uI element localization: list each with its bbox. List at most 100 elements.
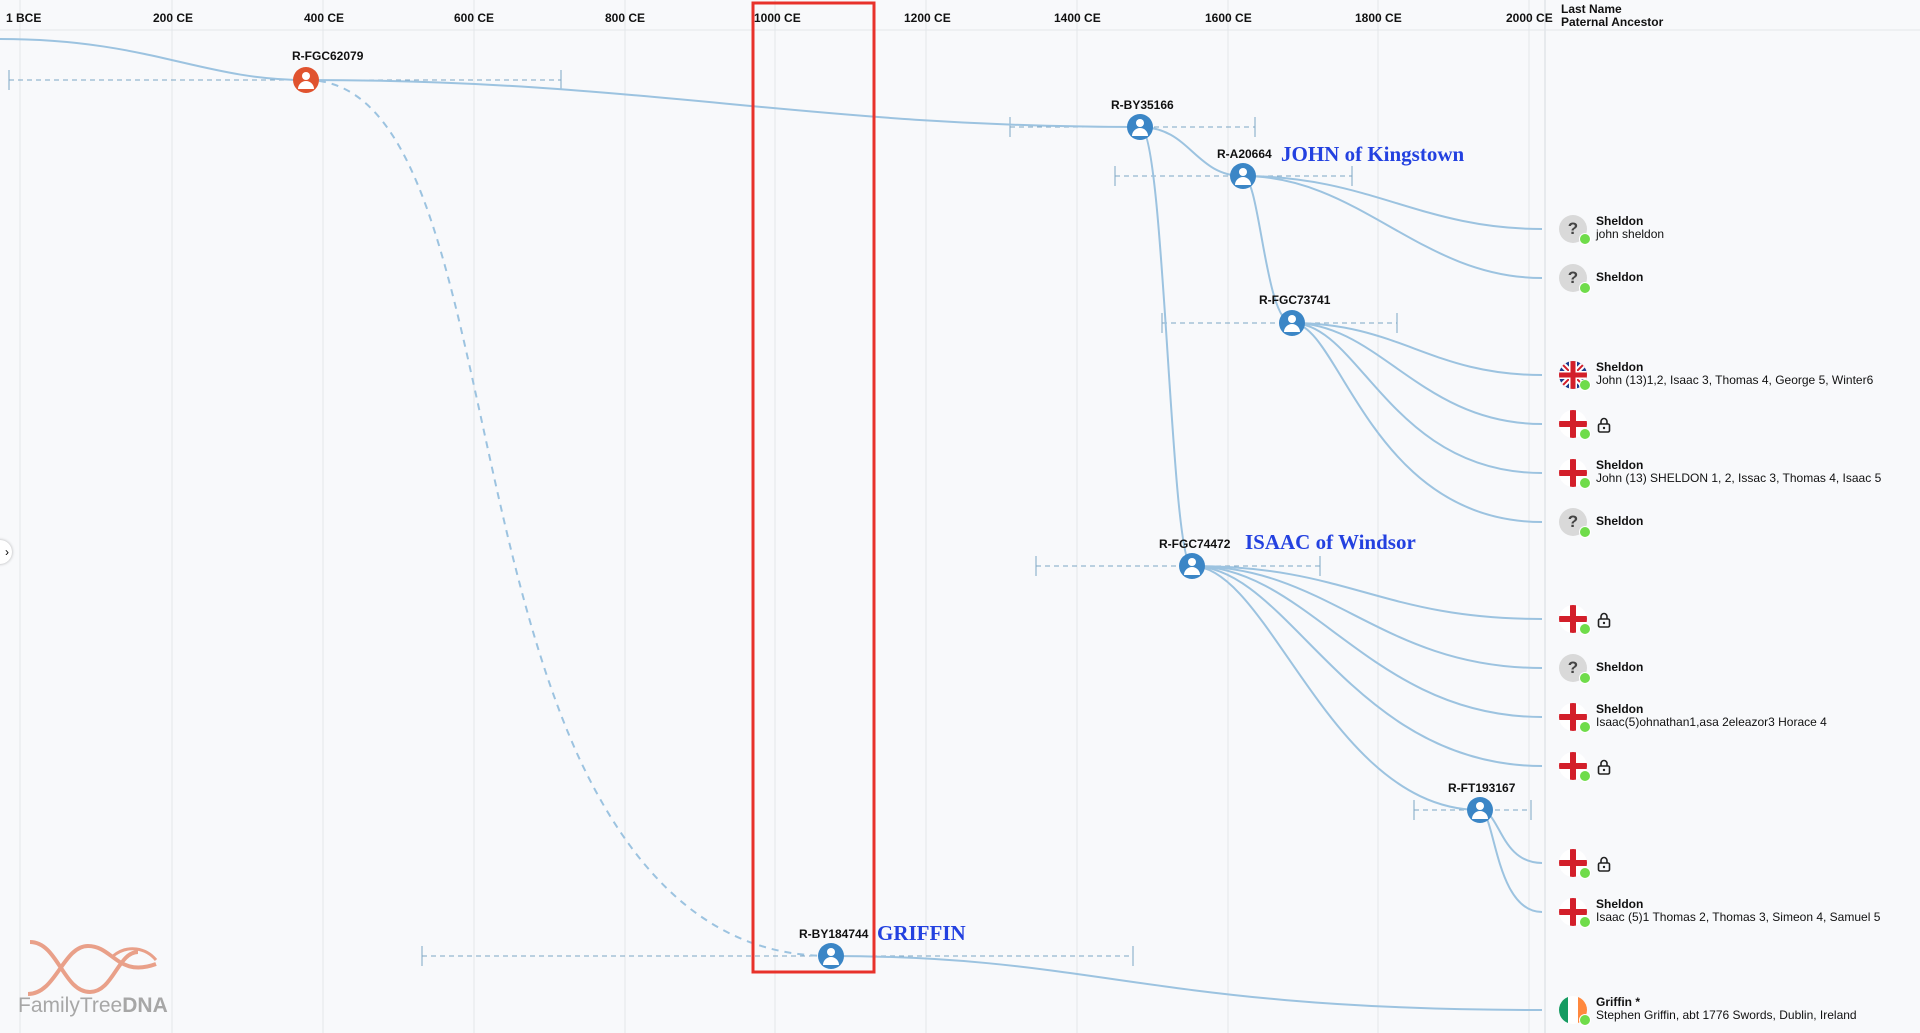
- node-R-FT193167[interactable]: R-FT193167: [1448, 781, 1516, 823]
- axis-tick: 2000 CE: [1506, 11, 1553, 25]
- axis-tick: 800 CE: [605, 11, 645, 25]
- node-R-FGC73741[interactable]: R-FGC73741: [1259, 293, 1331, 336]
- annotation-griffin: GRIFFIN: [877, 921, 966, 945]
- confidence-ranges: [8, 70, 1532, 966]
- last-name: Griffin *: [1596, 995, 1640, 1009]
- annotation-isaac: ISAAC of Windsor: [1245, 530, 1416, 554]
- paternal-ancestor: Isaac(5)ohnathan1,asa 2eleazor3 Horace 4: [1596, 715, 1827, 729]
- branches: [0, 38, 1543, 1011]
- leaf-2: [1242, 175, 1543, 279]
- ancestor-row[interactable]: [1559, 410, 1919, 442]
- leaf-13: [830, 955, 1543, 1011]
- node-R-A20664[interactable]: R-A20664: [1217, 147, 1272, 189]
- branch-to-FT193167: [1191, 565, 1481, 811]
- status-dot: [1579, 867, 1591, 879]
- branch-to-A20664: [1139, 126, 1244, 177]
- status-dot: [1579, 672, 1591, 684]
- last-name: Sheldon: [1596, 660, 1644, 674]
- node-R-FGC74472[interactable]: R-FGC74472: [1159, 537, 1231, 579]
- leaf-6: [1291, 322, 1543, 523]
- ancestor-row[interactable]: [1559, 752, 1919, 784]
- node-label: R-BY184744: [799, 927, 869, 941]
- ancestor-row[interactable]: Sheldon Isaac (5)1 Thomas 2, Thomas 3, Si…: [1559, 898, 1919, 930]
- branch-to-BY184744: [305, 79, 832, 957]
- status-dot: [1579, 233, 1591, 245]
- last-name: Sheldon: [1596, 514, 1644, 528]
- ancestor-text: Griffin * Stephen Griffin, abt 1776 Sword…: [1596, 996, 1857, 1022]
- status-dot: [1579, 916, 1591, 928]
- ancestor-row[interactable]: Sheldon John (13) SHELDON 1, 2, Issac 3, …: [1559, 459, 1919, 491]
- range-R-BY184744: [421, 946, 1134, 966]
- status-dot: [1579, 721, 1591, 733]
- lock-icon: [1597, 856, 1611, 875]
- ancestor-row[interactable]: [1559, 605, 1919, 637]
- expand-panel-button[interactable]: ›: [0, 540, 12, 564]
- range-R-BY35166: [1009, 117, 1256, 137]
- familytreedna-logo: FamilyTreeDNA: [18, 938, 178, 1018]
- time-axis: 1 BCE 200 CE 400 CE 600 CE 800 CE 1000 C…: [6, 11, 1553, 25]
- leaf-5: [1291, 322, 1543, 474]
- status-dot: [1579, 623, 1591, 635]
- last-name: Sheldon: [1596, 458, 1644, 472]
- paternal-ancestor: Stephen Griffin, abt 1776 Swords, Dublin…: [1596, 1008, 1857, 1022]
- chevron-right-icon: ›: [5, 545, 9, 559]
- paternal-ancestor: john sheldon: [1596, 227, 1665, 241]
- ancestor-row[interactable]: ? Sheldon: [1559, 654, 1919, 686]
- ancestor-text: Sheldon Isaac(5)ohnathan1,asa 2eleazor3 H…: [1596, 703, 1827, 729]
- branch-to-BY35166: [305, 79, 1141, 128]
- last-name: Sheldon: [1596, 702, 1644, 716]
- annotation-john: JOHN of Kingstown: [1281, 142, 1465, 166]
- branch-root-in: [0, 38, 307, 81]
- status-dot: [1579, 477, 1591, 489]
- axis-tick: 1 BCE: [6, 11, 41, 25]
- ancestor-row[interactable]: Sheldon Isaac(5)ohnathan1,asa 2eleazor3 H…: [1559, 703, 1919, 735]
- node-R-BY184744[interactable]: R-BY184744: [799, 927, 869, 969]
- last-name: Sheldon: [1596, 360, 1644, 374]
- paternal-ancestor: John (13) SHELDON 1, 2, Issac 3, Thomas …: [1596, 471, 1882, 485]
- dna-helix-icon: [27, 940, 158, 996]
- node-R-BY35166[interactable]: R-BY35166: [1111, 98, 1174, 140]
- axis-tick: 200 CE: [153, 11, 193, 25]
- logo-text: FamilyTree: [18, 994, 123, 1017]
- ancestor-row[interactable]: Griffin * Stephen Griffin, abt 1776 Sword…: [1559, 996, 1919, 1028]
- node-R-FGC62079[interactable]: R-FGC62079: [292, 49, 364, 93]
- highlight-box: [751, 1, 876, 974]
- node-label: R-BY35166: [1111, 98, 1174, 112]
- axis-tick: 1200 CE: [904, 11, 951, 25]
- node-label: R-A20664: [1217, 147, 1272, 161]
- ancestor-text: Sheldon: [1596, 515, 1643, 528]
- ancestor-text: Sheldon: [1596, 271, 1643, 284]
- axis-tick: 600 CE: [454, 11, 494, 25]
- status-dot: [1579, 526, 1591, 538]
- ancestor-text: Sheldon John (13) SHELDON 1, 2, Issac 3, …: [1596, 459, 1881, 485]
- ancestor-row[interactable]: Sheldon John (13)1,2, Isaac 3, Thomas 4, …: [1559, 361, 1919, 393]
- leaf-10: [1191, 565, 1543, 767]
- status-dot: [1579, 428, 1591, 440]
- logo-text-bold: DNA: [122, 994, 168, 1017]
- range-R-FGC62079: [8, 70, 562, 90]
- lock-icon: [1597, 759, 1611, 778]
- branch-to-FGC74472: [1139, 126, 1193, 567]
- paternal-ancestor: John (13)1,2, Isaac 3, Thomas 4, George …: [1596, 373, 1874, 387]
- paternal-ancestor: Isaac (5)1 Thomas 2, Thomas 3, Simeon 4,…: [1596, 910, 1881, 924]
- node-label: R-FGC62079: [292, 49, 364, 63]
- ancestor-text: Sheldon: [1596, 661, 1643, 674]
- last-name: Sheldon: [1596, 270, 1644, 284]
- axis-tick: 1400 CE: [1054, 11, 1101, 25]
- ancestor-row[interactable]: ? Sheldon: [1559, 508, 1919, 540]
- status-dot: [1579, 770, 1591, 782]
- status-dot: [1579, 282, 1591, 294]
- leaf-7: [1191, 565, 1543, 620]
- ancestor-text: Sheldon Isaac (5)1 Thomas 2, Thomas 3, Si…: [1596, 898, 1880, 924]
- range-R-FGC74472: [1035, 556, 1321, 576]
- ancestor-row[interactable]: ? Sheldon john sheldon: [1559, 215, 1919, 247]
- status-dot: [1579, 1014, 1591, 1026]
- ancestor-row[interactable]: ? Sheldon: [1559, 264, 1919, 296]
- leaf-4: [1291, 322, 1543, 425]
- ancestor-text: Sheldon john sheldon: [1596, 215, 1664, 241]
- lock-icon: [1597, 417, 1611, 436]
- ancestor-row[interactable]: [1559, 849, 1919, 881]
- nodes[interactable]: R-FGC62079 R-BY35166 R-A20664 R-FGC73741…: [292, 49, 1516, 969]
- node-label: R-FGC73741: [1259, 293, 1331, 307]
